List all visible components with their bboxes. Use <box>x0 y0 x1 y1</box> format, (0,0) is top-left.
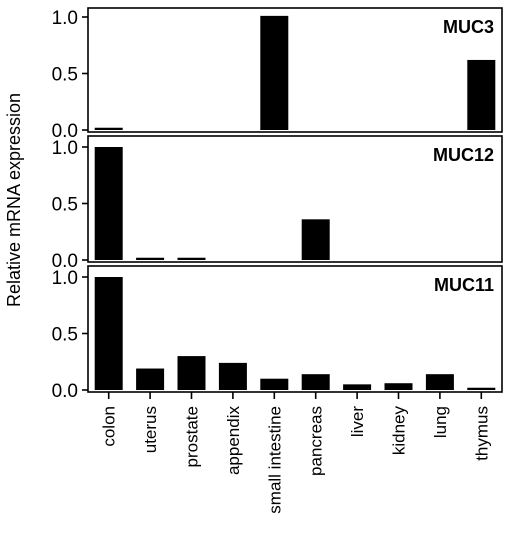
y-tick-label: 1.0 <box>52 138 78 159</box>
x-tick-label: prostate <box>183 406 202 467</box>
y-tick-label: 1.0 <box>52 8 78 29</box>
y-tick-label: 0.0 <box>52 121 78 142</box>
bar-uterus <box>136 257 165 260</box>
panel-muc3: 0.0 0.5 1.0 MUC3 <box>52 7 503 142</box>
x-tick-label: colon <box>100 406 119 447</box>
panel-title: MUC3 <box>443 17 494 37</box>
bar-colon <box>94 127 123 130</box>
y-axis-label: Relative mRNA expression <box>4 93 24 307</box>
y-tick-label: 1.0 <box>52 268 78 289</box>
x-tick-label: uterus <box>141 406 160 453</box>
y-tick-label: 0.5 <box>52 325 78 346</box>
panel-frame <box>87 135 503 263</box>
x-tick-label: thymus <box>472 406 491 461</box>
bar-thymus <box>467 59 496 130</box>
bar-small-intestine <box>260 378 289 390</box>
panel-muc11: 0.0 0.5 1.0 MUC11 <box>52 265 503 402</box>
bar-pancreas <box>301 374 330 390</box>
bar-thymus <box>467 387 496 390</box>
bar-lung <box>425 374 454 390</box>
bar-uterus <box>136 368 165 390</box>
bar-prostate <box>177 356 206 390</box>
y-tick-label: 0.5 <box>52 65 78 86</box>
x-tick-label: kidney <box>390 406 409 456</box>
panel-frame <box>87 265 503 393</box>
x-axis-categories: colon uterus prostate appendix small intesti… <box>100 392 491 514</box>
bar-pancreas <box>301 219 330 260</box>
bar-small-intestine <box>260 15 289 130</box>
panel-frame <box>87 7 503 133</box>
x-tick-label: pancreas <box>307 406 326 476</box>
x-tick-label: small intestine <box>265 406 284 514</box>
bar-kidney <box>384 383 413 390</box>
y-tick-label: 0.0 <box>52 381 78 402</box>
bar-colon <box>94 147 123 260</box>
bar-prostate <box>177 257 206 260</box>
x-tick-label: appendix <box>224 406 243 476</box>
panel-muc12: 0.0 0.5 1.0 MUC12 <box>52 135 503 272</box>
y-tick-label: 0.5 <box>52 195 78 216</box>
x-tick-label: lung <box>431 406 450 438</box>
bar-liver <box>343 384 372 390</box>
chart-panels: 0.0 0.5 1.0 MUC3 0.0 0.5 1.0 MUC12 0.0 0.5 1.0 MUC1… <box>52 7 503 402</box>
panel-title: MUC11 <box>434 275 494 295</box>
y-tick-label: 0.0 <box>52 251 78 272</box>
panel-title: MUC12 <box>433 145 494 165</box>
x-tick-label: liver <box>348 406 367 438</box>
bar-colon <box>94 277 123 390</box>
bar-appendix <box>218 362 247 390</box>
